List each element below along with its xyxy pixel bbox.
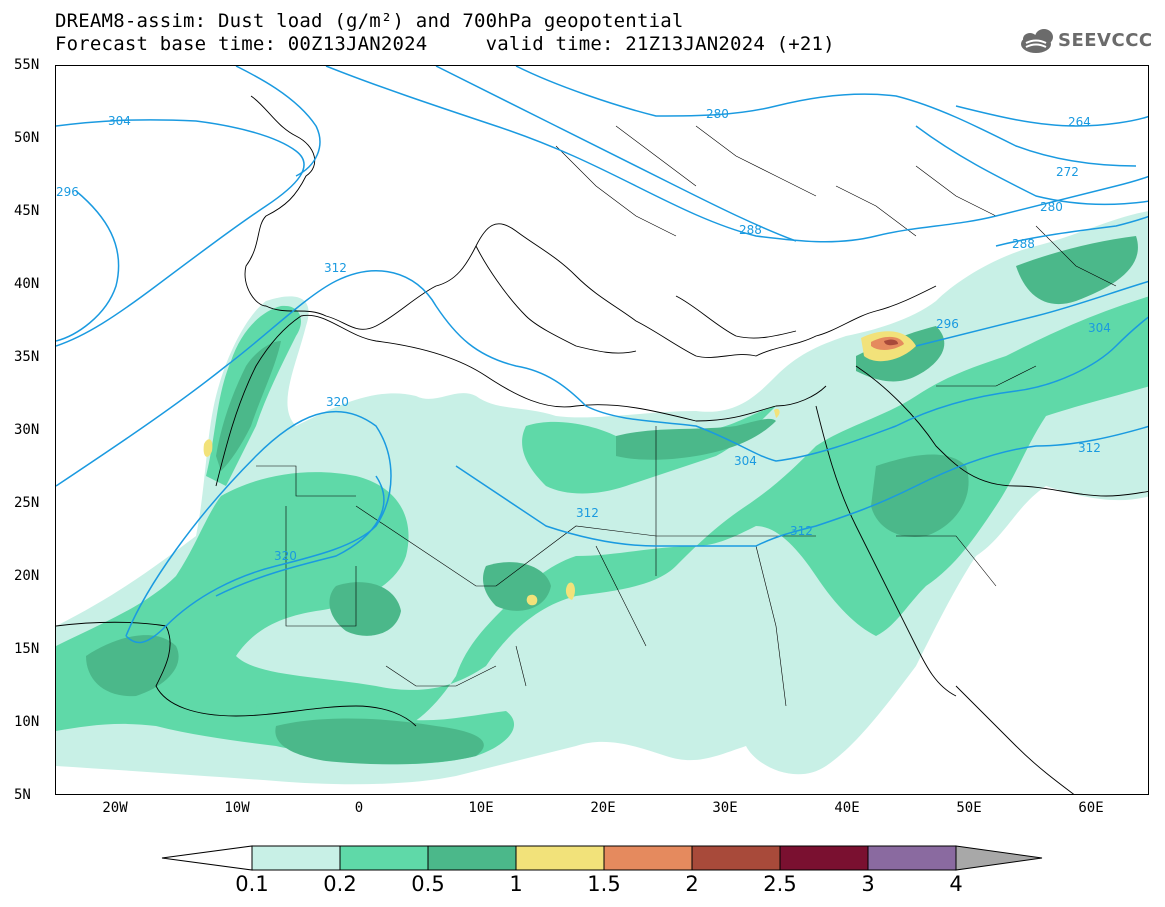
contour-label: 304 xyxy=(108,114,131,128)
cloud-icon xyxy=(1021,29,1053,53)
logo-text: SEEVCCC xyxy=(1058,30,1153,51)
lat-label-10n: 10N xyxy=(14,714,40,730)
contour-label: 272 xyxy=(1056,165,1079,179)
lon-label-30e: 30E xyxy=(712,800,738,816)
map-panel[interactable]: 304 296 312 320 312 320 280 288 264 272 … xyxy=(55,65,1149,795)
colorbar-label-3: 3 xyxy=(861,872,875,896)
lat-label-25n: 25N xyxy=(14,495,40,511)
lon-label-10e: 10E xyxy=(468,800,494,816)
contour-label: 320 xyxy=(274,549,297,563)
lat-label-45n: 45N xyxy=(14,203,40,219)
lat-label-40n: 40N xyxy=(14,276,40,292)
colorbar-label-0.5: 0.5 xyxy=(411,872,445,896)
lon-label-20e: 20E xyxy=(590,800,616,816)
geopotential-contours xyxy=(56,66,1148,644)
contour-label: 312 xyxy=(790,524,813,538)
contour-label: 288 xyxy=(1012,237,1035,251)
lat-label-30n: 30N xyxy=(14,422,40,438)
contour-label: 264 xyxy=(1068,115,1091,129)
colorbar-label-1.5: 1.5 xyxy=(587,872,621,896)
contour-label: 304 xyxy=(1088,321,1111,335)
colorbar-swatch-4 xyxy=(603,845,693,871)
lon-label-0: 0 xyxy=(354,800,364,816)
lon-label-20w: 20W xyxy=(102,800,128,816)
colorbar-over-arrow xyxy=(955,845,1043,871)
colorbar-label-2.5: 2.5 xyxy=(763,872,797,896)
dust-field-very-high xyxy=(871,336,904,350)
colorbar-label-0.1: 0.1 xyxy=(235,872,269,896)
contour-label: 288 xyxy=(739,223,762,237)
colorbar-label-2: 2 xyxy=(685,872,699,896)
contour-label: 280 xyxy=(706,107,729,121)
dust-field-dark xyxy=(86,236,1138,765)
colorbar-under-arrow xyxy=(161,845,253,871)
colorbar-label-0.2: 0.2 xyxy=(323,872,357,896)
contour-label: 312 xyxy=(324,261,347,275)
contour-labels: 304 296 312 320 312 320 280 288 264 272 … xyxy=(56,107,1111,563)
contour-label: 320 xyxy=(326,395,349,409)
colorbar xyxy=(161,845,1043,871)
contour-label: 280 xyxy=(1040,200,1063,214)
lat-label-50n: 50N xyxy=(14,130,40,146)
colorbar-swatch-1 xyxy=(339,845,429,871)
colorbar-swatch-7 xyxy=(867,845,957,871)
contour-label: 312 xyxy=(1078,441,1101,455)
lat-label-35n: 35N xyxy=(14,349,40,365)
dust-map: 304 296 312 320 312 320 280 288 264 272 … xyxy=(56,66,1148,794)
lon-label-10w: 10W xyxy=(224,800,250,816)
contour-label: 304 xyxy=(734,454,757,468)
coastlines xyxy=(56,95,1148,794)
lon-label-60e: 60E xyxy=(1078,800,1104,816)
lat-label-55n: 55N xyxy=(14,57,40,73)
title-line-2: Forecast base time: 00Z13JAN2024 valid t… xyxy=(55,33,835,55)
lat-label-5n: 5N xyxy=(14,787,31,803)
colorbar-swatch-2 xyxy=(427,845,517,871)
contour-label: 312 xyxy=(576,506,599,520)
colorbar-label-1: 1 xyxy=(509,872,523,896)
colorbar-label-4: 4 xyxy=(949,872,963,896)
colorbar-swatch-5 xyxy=(691,845,781,871)
colorbar-swatch-6 xyxy=(779,845,869,871)
borders xyxy=(256,125,1117,707)
contour-label: 296 xyxy=(936,317,959,331)
lon-label-40e: 40E xyxy=(834,800,860,816)
title-line-1: DREAM8-assim: Dust load (g/m²) and 700hP… xyxy=(55,10,684,32)
contour-label: 296 xyxy=(56,185,79,199)
lon-label-50e: 50E xyxy=(956,800,982,816)
colorbar-swatch-0 xyxy=(251,845,341,871)
lat-label-20n: 20N xyxy=(14,568,40,584)
lat-label-15n: 15N xyxy=(14,641,40,657)
colorbar-swatch-3 xyxy=(515,845,605,871)
